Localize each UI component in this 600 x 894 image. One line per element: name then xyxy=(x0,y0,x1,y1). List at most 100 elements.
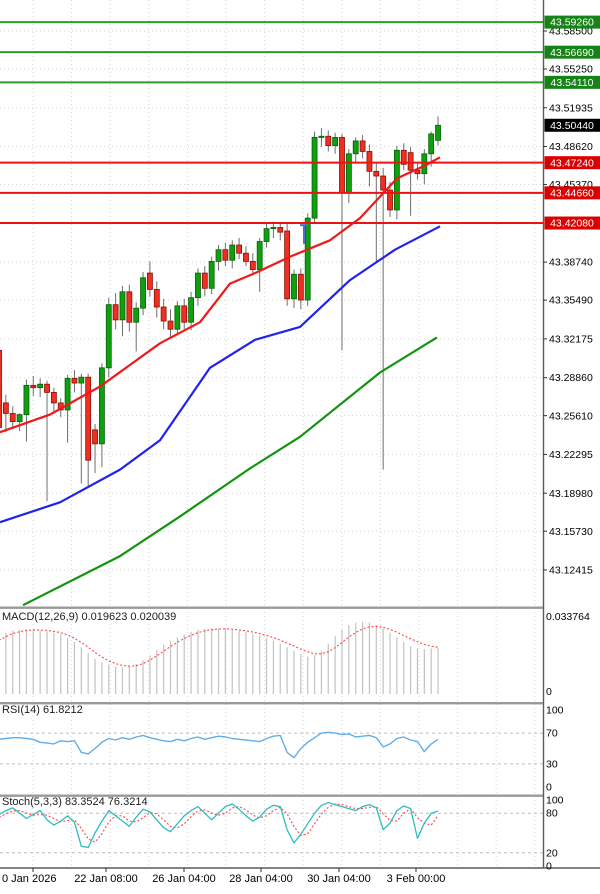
bull-candle-body xyxy=(428,133,435,155)
bear-candle-body xyxy=(380,175,387,191)
resistance-price-badge xyxy=(544,45,600,59)
bear-candle-body xyxy=(400,149,407,165)
bull-candle-body xyxy=(188,297,194,323)
price-tick-label: 43.55250 xyxy=(549,64,593,76)
time-tick-label: 3 Feb 00:00 xyxy=(387,873,446,885)
stoch-scale-label: 100 xyxy=(546,795,564,807)
bear-candle-body xyxy=(0,349,2,428)
price-tick-label: 43.15730 xyxy=(549,526,593,538)
support-price-badge-text: 43.42080 xyxy=(550,218,594,230)
stoch-indicator-label: Stoch(5,3,3) 83.3524 76.3214 xyxy=(2,796,148,808)
rsi-scale-label: 100 xyxy=(546,705,564,717)
resistance-price-badge xyxy=(544,15,600,29)
bear-candle-body xyxy=(92,429,98,445)
stoch-d-line xyxy=(0,803,439,843)
panel-separator xyxy=(0,606,543,609)
resistance-price-badge xyxy=(544,75,600,89)
bear-candle-body xyxy=(243,252,249,262)
support-price-badge-text: 43.47240 xyxy=(550,157,594,169)
bull-candle-body xyxy=(435,124,441,141)
bear-candle-body xyxy=(236,244,243,254)
stoch-k-line xyxy=(0,801,439,849)
stoch-scale-label: 80 xyxy=(546,808,558,820)
bull-candle-body xyxy=(229,244,236,261)
rsi-scale-label: 70 xyxy=(546,728,558,740)
price-tick-label: 43.35490 xyxy=(549,295,593,307)
bear-candle-body xyxy=(50,391,57,404)
bear-candle-body xyxy=(222,249,229,261)
bull-candle-body xyxy=(318,135,325,138)
bull-candle-body xyxy=(133,307,140,323)
macd-indicator-label: MACD(12,26,9) 0.019623 0.020039 xyxy=(2,611,177,623)
bear-candle-body xyxy=(297,273,304,301)
price-tick-label: 43.25610 xyxy=(549,410,593,422)
bear-candle-body xyxy=(147,272,153,290)
bear-candle-body xyxy=(44,383,50,393)
bull-candle-body xyxy=(195,272,201,299)
bull-candle-body xyxy=(345,153,352,193)
bull-candle-body xyxy=(99,367,105,445)
bull-candle-body xyxy=(208,260,215,289)
bull-candle-body xyxy=(16,414,23,423)
resistance-price-badge-text: 43.54110 xyxy=(550,77,593,89)
macd-scale-zero-label: 0 xyxy=(546,686,552,698)
rsi-line xyxy=(0,731,439,759)
mid-ma-line xyxy=(0,225,441,524)
bear-candle-body xyxy=(359,140,366,152)
bear-candle-body xyxy=(160,306,167,322)
panel-separator xyxy=(0,702,543,705)
bull-candle-body xyxy=(140,277,146,309)
time-tick-label: 30 Jan 04:00 xyxy=(307,873,371,885)
bear-candle-body xyxy=(30,384,37,389)
bull-candle-body xyxy=(37,383,44,389)
bear-candle-body xyxy=(181,305,188,323)
bull-candle-body xyxy=(78,376,85,384)
price-tick-label: 43.48620 xyxy=(549,141,593,153)
bear-candle-body xyxy=(2,402,9,414)
bull-candle-body xyxy=(332,137,339,147)
stoch-scale-label: 20 xyxy=(546,847,558,859)
bear-candle-body xyxy=(85,376,92,461)
rsi-scale-label: 30 xyxy=(546,758,558,770)
bull-candle-body xyxy=(105,304,112,369)
bear-candle-body xyxy=(366,151,373,172)
bear-candle-body xyxy=(339,137,345,193)
bear-candle-body xyxy=(325,135,332,147)
stoch-scale-label: 0 xyxy=(546,861,552,873)
price-tick-label: 43.22295 xyxy=(549,449,593,461)
bear-candle-body xyxy=(284,230,291,300)
rsi-scale-label: 0 xyxy=(546,782,552,794)
support-price-badge-text: 43.44660 xyxy=(550,187,594,199)
resistance-price-badge-text: 43.56690 xyxy=(550,47,594,59)
time-tick-label: 26 Jan 04:00 xyxy=(152,873,216,885)
price-tick-label: 43.51935 xyxy=(549,102,593,114)
bear-candle-body xyxy=(153,289,160,308)
bear-candle-body xyxy=(71,377,78,384)
macd-signal-line xyxy=(0,625,439,667)
bull-candle-body xyxy=(263,228,270,242)
macd-scale-max-label: 0.033764 xyxy=(546,611,590,623)
price-tick-label: 43.12415 xyxy=(549,565,593,577)
time-tick-label: 22 Jan 08:00 xyxy=(74,873,138,885)
bear-candle-body xyxy=(201,272,208,289)
support-price-badge xyxy=(544,186,600,200)
bull-candle-body xyxy=(64,377,71,411)
bull-candle-body xyxy=(23,384,30,416)
bull-candle-body xyxy=(291,273,297,300)
current-price-badge-text: 43.50440 xyxy=(550,120,594,132)
bear-candle-body xyxy=(407,152,414,171)
support-price-badge xyxy=(544,156,600,170)
bear-candle-body xyxy=(167,320,174,330)
time-tick-label: 28 Jan 04:00 xyxy=(229,873,293,885)
bear-candle-body xyxy=(9,413,16,423)
current-price-badge xyxy=(544,118,600,132)
bear-candle-body xyxy=(387,189,393,211)
bear-candle-body xyxy=(126,291,133,323)
rsi-indicator-label: RSI(14) 61.8212 xyxy=(2,704,83,716)
panel-separator xyxy=(0,794,543,797)
fast-ma-line xyxy=(0,156,441,434)
bull-candle-body xyxy=(119,291,126,321)
